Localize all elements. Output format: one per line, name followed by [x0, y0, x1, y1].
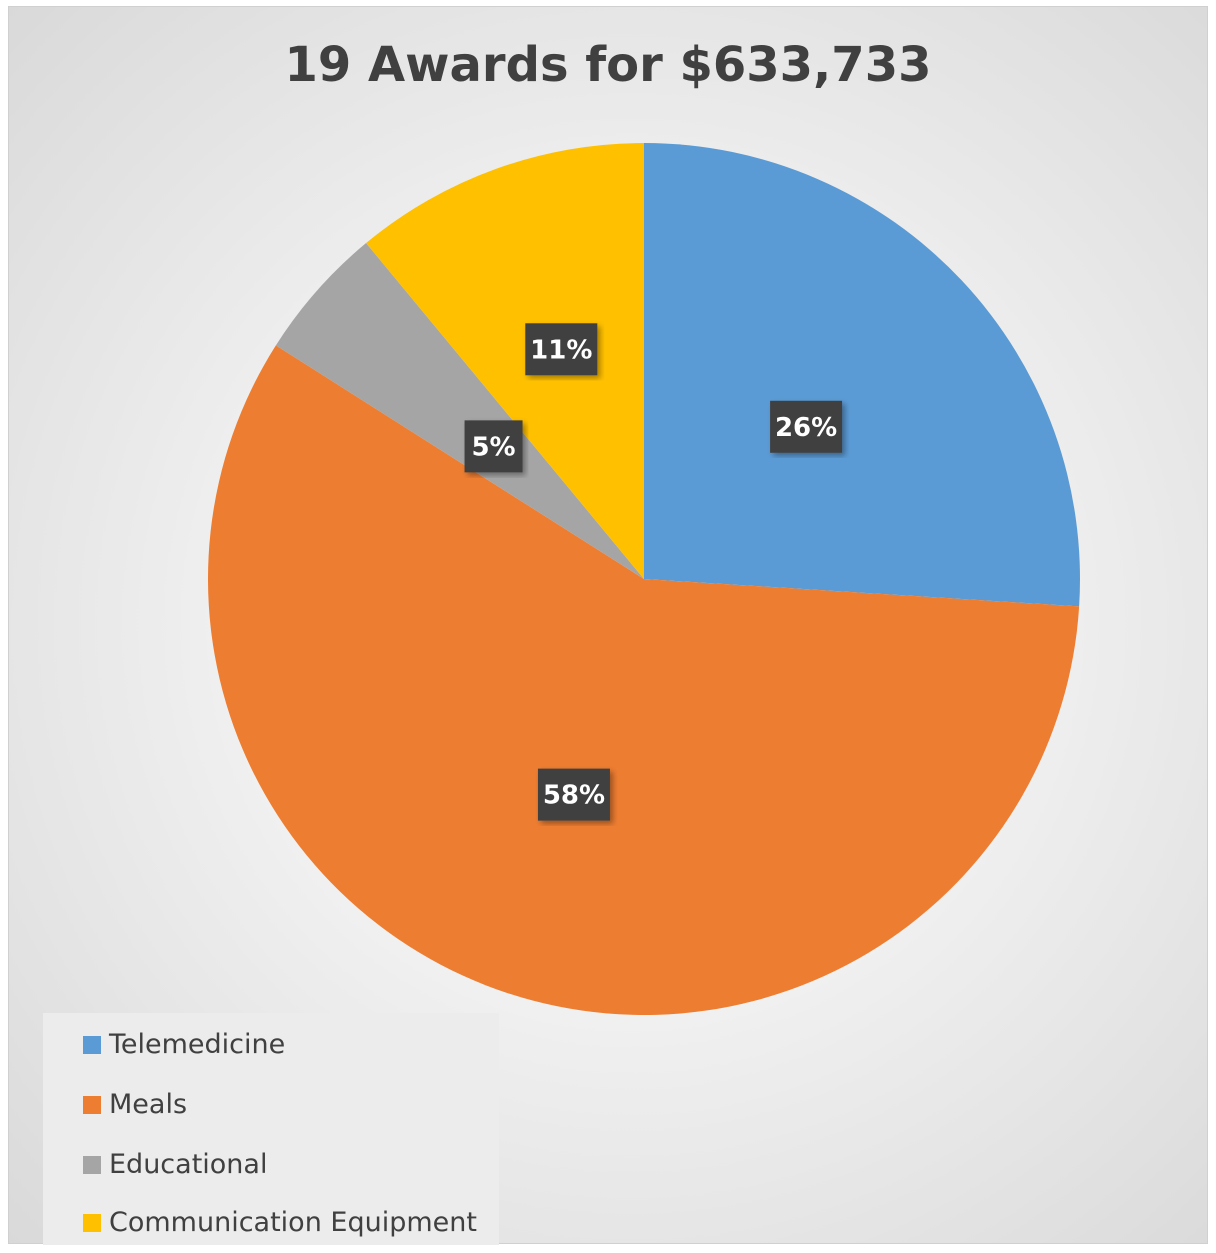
legend-swatch	[83, 1155, 101, 1174]
data-label-text: 58%	[543, 781, 605, 811]
data-label: 58%	[537, 768, 610, 821]
legend-label: Educational	[109, 1149, 268, 1180]
legend-swatch	[83, 1035, 101, 1054]
data-label: 26%	[770, 400, 843, 453]
legend-item-communication-equipment: Communication Equipment	[83, 1207, 477, 1238]
legend-label: Meals	[109, 1089, 188, 1120]
data-label-text: 5%	[471, 432, 515, 462]
pie-slice-educational	[275, 243, 644, 580]
data-label-box	[525, 323, 598, 376]
pie-chart: 26% 58% 5% 11%	[208, 143, 1080, 1015]
data-label-text: 11%	[530, 335, 592, 365]
legend-item-telemedicine: Telemedicine	[83, 1029, 285, 1060]
legend-label: Telemedicine	[109, 1029, 286, 1060]
chart-area: 19 Awards for $633,733 26% 58% 5% 11% Telem…	[8, 6, 1208, 1245]
legend-item-meals: Meals	[83, 1089, 187, 1120]
legend: Telemedicine Meals Educational Communica…	[43, 1013, 499, 1245]
pie-slice-telemedicine	[644, 143, 1080, 607]
legend-label: Communication Equipment	[109, 1207, 477, 1238]
data-label-text: 26%	[775, 413, 837, 443]
data-label-box	[770, 400, 843, 453]
chart-title: 19 Awards for $633,733	[284, 37, 932, 93]
pie-slice-meals	[208, 345, 1080, 1015]
data-label: 5%	[464, 420, 523, 473]
legend-swatch	[83, 1213, 101, 1232]
pie-slice-communication-equipment	[366, 143, 644, 579]
data-label-box	[464, 420, 523, 473]
data-label: 11%	[525, 323, 598, 376]
legend-item-educational: Educational	[83, 1149, 267, 1180]
data-label-box	[537, 768, 610, 821]
legend-swatch	[83, 1095, 101, 1114]
